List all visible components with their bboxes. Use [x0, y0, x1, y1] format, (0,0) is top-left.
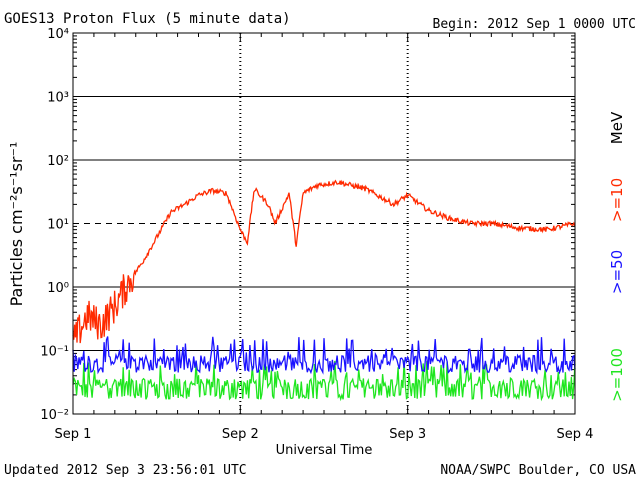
- x-tick-label: Sep 1: [55, 427, 92, 442]
- begin-time: Begin: 2012 Sep 1 0000 UTC: [433, 17, 637, 32]
- y-axis-label: Particles cm⁻²s⁻¹sr⁻¹: [7, 142, 26, 307]
- x-tick-label: Sep 2: [222, 427, 259, 442]
- right-labels: >=10 MeV >=50 >=100: [608, 111, 626, 402]
- y-tick-label: 10³: [47, 91, 69, 106]
- y-tick-label: 10²: [47, 154, 69, 169]
- right-label: >=50: [608, 250, 626, 294]
- series-line-100mev: [72, 360, 576, 402]
- series-layer: [72, 179, 576, 402]
- right-label: MeV: [608, 111, 626, 144]
- right-label: >=100: [608, 348, 626, 402]
- y-tick-label: 10⁰: [47, 281, 69, 296]
- x-axis-label: Universal Time: [276, 443, 373, 458]
- series-line-10mev: [72, 179, 576, 344]
- right-label: >=10: [608, 178, 626, 222]
- updated-time: Updated 2012 Sep 3 23:56:01 UTC: [4, 463, 247, 478]
- chart-title: GOES13 Proton Flux (5 minute data): [4, 11, 291, 27]
- y-tick-label: 10⁻²: [40, 408, 69, 423]
- x-tick-labels: Sep 1 Sep 2 Sep 3 Sep 4: [55, 427, 594, 442]
- y-tick-label: 10¹: [47, 218, 69, 233]
- y-tick-labels: 10⁻² 10⁻¹ 10⁰ 10¹ 10² 10³ 10⁴: [40, 27, 69, 423]
- x-tick-label: Sep 3: [389, 427, 426, 442]
- source-label: NOAA/SWPC Boulder, CO USA: [440, 463, 636, 478]
- series-line-50mev: [72, 336, 576, 375]
- y-tick-label: 10⁴: [47, 27, 69, 42]
- plot-frame: [72, 32, 576, 415]
- y-tick-label: 10⁻¹: [40, 345, 69, 360]
- x-tick-label: Sep 4: [557, 427, 594, 442]
